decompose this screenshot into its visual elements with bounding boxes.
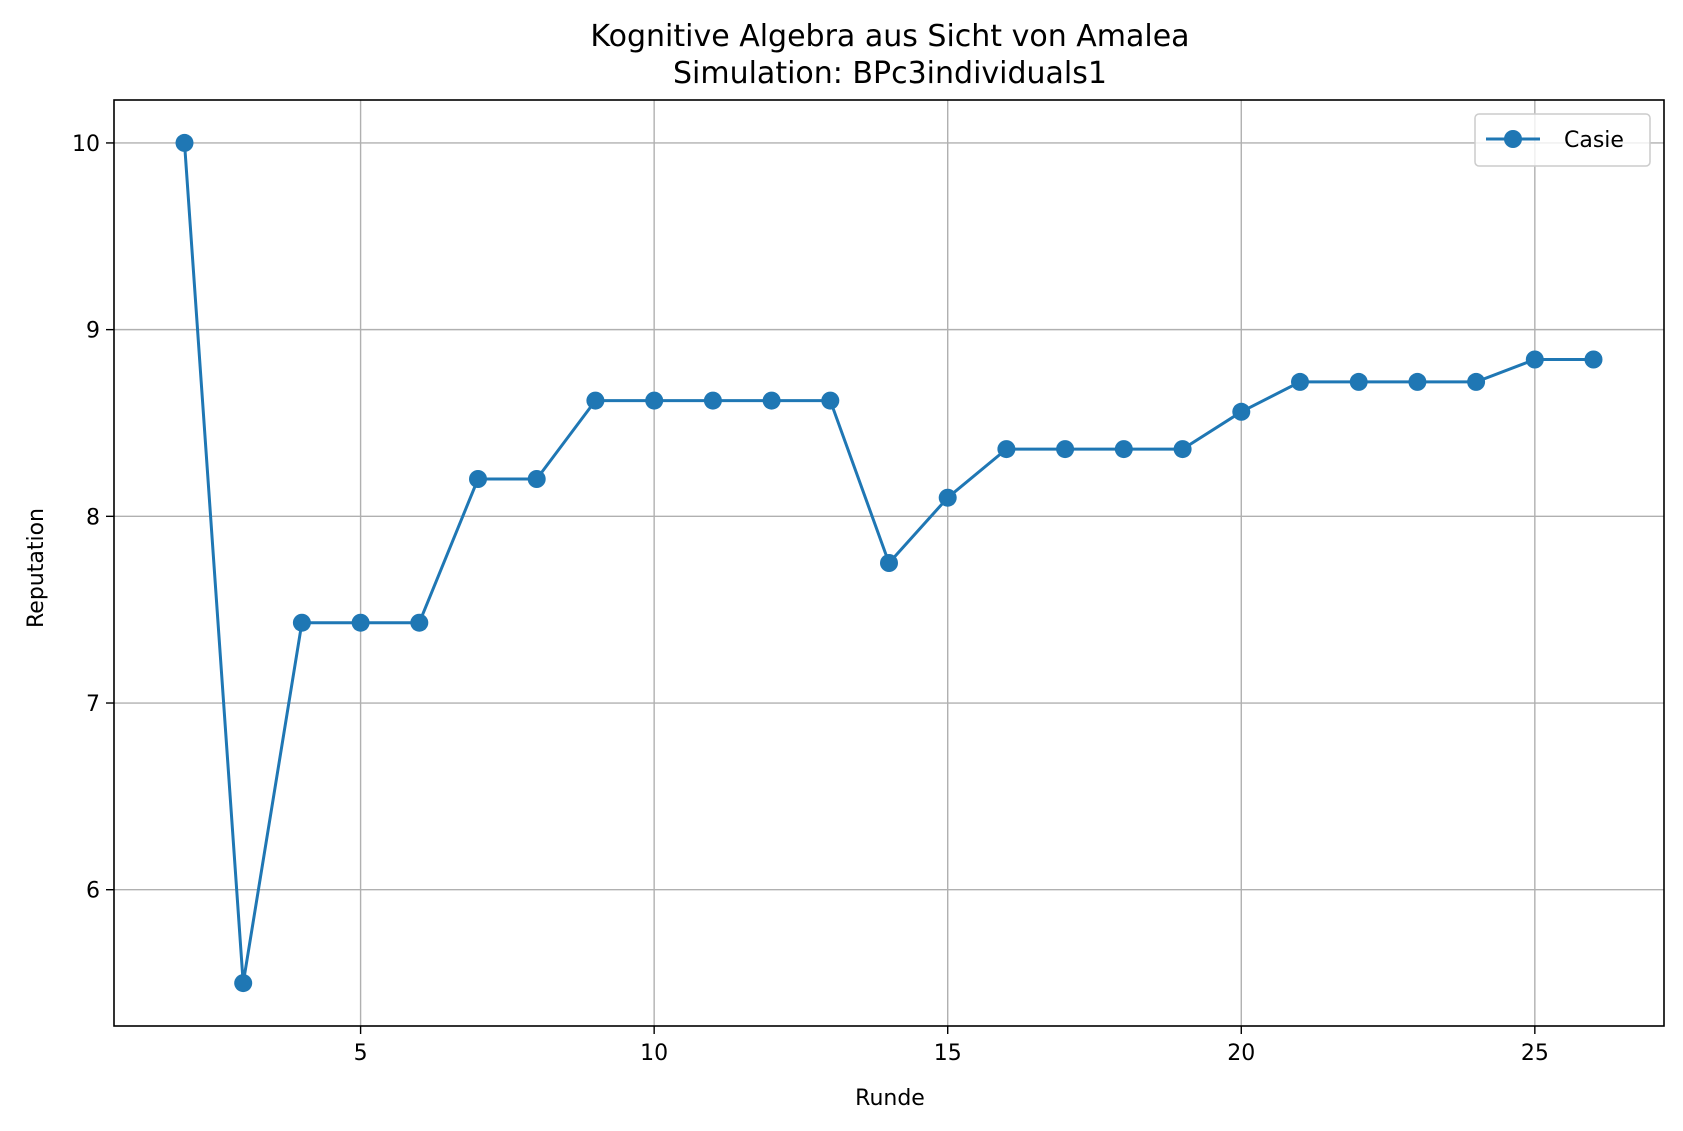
- data-point: [527, 470, 546, 488]
- data-point: [175, 133, 194, 152]
- y-axis-label: Reputation: [24, 508, 49, 628]
- grid-lines: [114, 100, 1664, 1026]
- data-point: [1467, 372, 1486, 391]
- series-layer: [175, 133, 1603, 993]
- data-point: [1408, 372, 1427, 391]
- chart-subtitle: Simulation: BPc3individuals1: [673, 56, 1107, 91]
- data-point: [410, 613, 429, 632]
- data-point: [703, 391, 722, 410]
- data-point: [586, 391, 605, 410]
- data-point: [938, 488, 957, 507]
- data-point: [645, 391, 664, 410]
- data-point: [1349, 372, 1368, 391]
- legend-box: [1474, 113, 1651, 167]
- data-point: [234, 974, 253, 993]
- chart-title: Kognitive Algebra aus Sicht von Amalea: [590, 19, 1189, 54]
- data-point: [1525, 350, 1544, 369]
- y-tick-label: 7: [86, 692, 100, 717]
- data-point: [469, 470, 487, 488]
- data-point: [1056, 440, 1075, 459]
- data-point: [1291, 372, 1309, 391]
- data-point: [1114, 440, 1133, 459]
- x-tick-label: 10: [640, 1041, 668, 1066]
- y-tick-label: 6: [86, 879, 100, 904]
- x-tick-label: 25: [1521, 1041, 1549, 1066]
- legend-label-casie: Casie: [1564, 128, 1624, 153]
- y-tick-label: 10: [72, 132, 100, 157]
- data-point: [351, 613, 370, 632]
- legend: Casie: [1474, 113, 1651, 167]
- data-point: [821, 391, 840, 410]
- data-point: [762, 391, 781, 410]
- data-point: [1584, 350, 1603, 369]
- y-tick-label: 9: [86, 319, 100, 344]
- plot-area-frame: [113, 99, 1665, 1027]
- data-point: [292, 613, 311, 632]
- data-point: [880, 554, 898, 572]
- data-point: [1232, 402, 1251, 421]
- axis-ticks: 5 10 15 20 25 6 7 8 9 10: [72, 132, 1549, 1066]
- x-tick-label: 15: [934, 1041, 962, 1066]
- x-tick-label: 20: [1227, 1041, 1255, 1066]
- data-point: [997, 440, 1016, 459]
- legend-marker-sample: [1504, 130, 1522, 148]
- y-tick-label: 8: [86, 505, 100, 530]
- x-axis-label: Runde: [855, 1086, 925, 1111]
- x-tick-label: 5: [354, 1041, 368, 1066]
- data-point: [1173, 440, 1192, 459]
